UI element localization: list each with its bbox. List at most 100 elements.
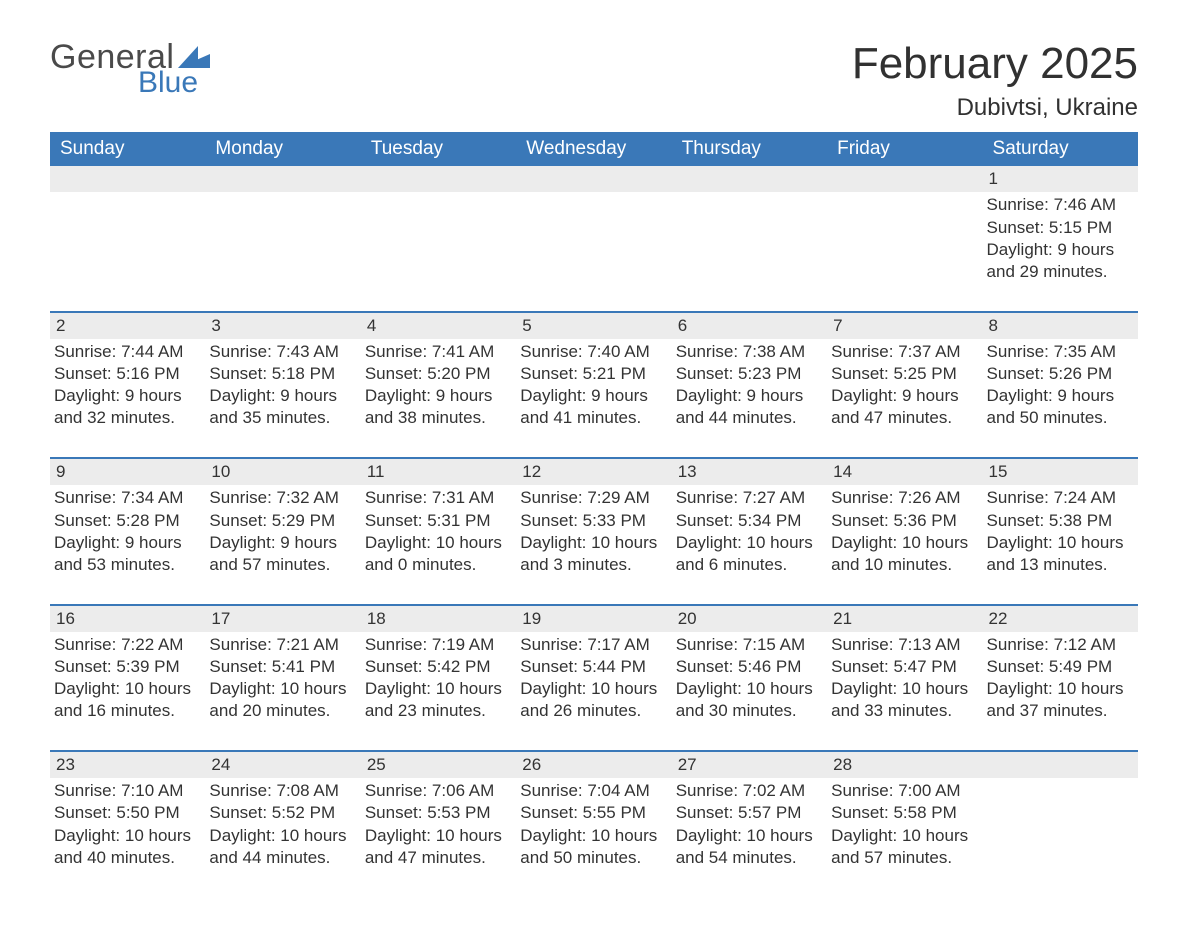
day-number: 3 bbox=[205, 312, 360, 339]
day-number: 8 bbox=[983, 312, 1138, 339]
day-cell-body: Sunrise: 7:44 AMSunset: 5:16 PMDaylight:… bbox=[52, 339, 203, 429]
day-number: 2 bbox=[50, 312, 205, 339]
sunrise-text: Sunrise: 7:17 AM bbox=[520, 634, 667, 656]
day-cell bbox=[827, 192, 982, 311]
day-number: 10 bbox=[205, 458, 360, 485]
month-title: February 2025 bbox=[852, 40, 1138, 88]
sunrise-text: Sunrise: 7:12 AM bbox=[987, 634, 1134, 656]
day-cell: Sunrise: 7:19 AMSunset: 5:42 PMDaylight:… bbox=[361, 632, 516, 751]
day-number: 14 bbox=[827, 458, 982, 485]
daylight-line1: Daylight: 10 hours bbox=[54, 678, 201, 700]
day-cell: Sunrise: 7:08 AMSunset: 5:52 PMDaylight:… bbox=[205, 778, 360, 896]
day-cell bbox=[516, 192, 671, 311]
day-cell-body: Sunrise: 7:26 AMSunset: 5:36 PMDaylight:… bbox=[829, 485, 980, 575]
daylight-line1: Daylight: 10 hours bbox=[365, 825, 512, 847]
day-cell-body: Sunrise: 7:37 AMSunset: 5:25 PMDaylight:… bbox=[829, 339, 980, 429]
daylight-line2: and 54 minutes. bbox=[676, 847, 823, 869]
day-cell: Sunrise: 7:15 AMSunset: 5:46 PMDaylight:… bbox=[672, 632, 827, 751]
sunset-text: Sunset: 5:26 PM bbox=[987, 363, 1134, 385]
day-cell bbox=[205, 192, 360, 311]
calendar-head: SundayMondayTuesdayWednesdayThursdayFrid… bbox=[50, 132, 1138, 166]
day-cell-body: Sunrise: 7:15 AMSunset: 5:46 PMDaylight:… bbox=[674, 632, 825, 722]
sunset-text: Sunset: 5:46 PM bbox=[676, 656, 823, 678]
day-cell: Sunrise: 7:22 AMSunset: 5:39 PMDaylight:… bbox=[50, 632, 205, 751]
sunrise-text: Sunrise: 7:32 AM bbox=[209, 487, 356, 509]
day-number: 19 bbox=[516, 605, 671, 632]
sunset-text: Sunset: 5:28 PM bbox=[54, 510, 201, 532]
week-row: Sunrise: 7:44 AMSunset: 5:16 PMDaylight:… bbox=[50, 339, 1138, 458]
title-block: February 2025 Dubivtsi, Ukraine bbox=[852, 40, 1138, 122]
day-number bbox=[983, 751, 1138, 778]
sunrise-text: Sunrise: 7:24 AM bbox=[987, 487, 1134, 509]
sunset-text: Sunset: 5:57 PM bbox=[676, 802, 823, 824]
sunset-text: Sunset: 5:16 PM bbox=[54, 363, 201, 385]
day-cell-body: Sunrise: 7:43 AMSunset: 5:18 PMDaylight:… bbox=[207, 339, 358, 429]
week-row: Sunrise: 7:10 AMSunset: 5:50 PMDaylight:… bbox=[50, 778, 1138, 896]
sunset-text: Sunset: 5:53 PM bbox=[365, 802, 512, 824]
daylight-line1: Daylight: 9 hours bbox=[209, 385, 356, 407]
day-cell-body: Sunrise: 7:41 AMSunset: 5:20 PMDaylight:… bbox=[363, 339, 514, 429]
day-cell: Sunrise: 7:32 AMSunset: 5:29 PMDaylight:… bbox=[205, 485, 360, 604]
day-number: 27 bbox=[672, 751, 827, 778]
daylight-line2: and 33 minutes. bbox=[831, 700, 978, 722]
day-cell-body: Sunrise: 7:19 AMSunset: 5:42 PMDaylight:… bbox=[363, 632, 514, 722]
daylight-line2: and 53 minutes. bbox=[54, 554, 201, 576]
week-row: Sunrise: 7:34 AMSunset: 5:28 PMDaylight:… bbox=[50, 485, 1138, 604]
day-cell-body: Sunrise: 7:34 AMSunset: 5:28 PMDaylight:… bbox=[52, 485, 203, 575]
sunset-text: Sunset: 5:33 PM bbox=[520, 510, 667, 532]
sunset-text: Sunset: 5:44 PM bbox=[520, 656, 667, 678]
daylight-line2: and 50 minutes. bbox=[987, 407, 1134, 429]
daynum-row: 16171819202122 bbox=[50, 605, 1138, 632]
daylight-line1: Daylight: 10 hours bbox=[54, 825, 201, 847]
sunrise-text: Sunrise: 7:37 AM bbox=[831, 341, 978, 363]
daylight-line1: Daylight: 9 hours bbox=[831, 385, 978, 407]
day-cell bbox=[672, 192, 827, 311]
day-cell bbox=[361, 192, 516, 311]
day-cell: Sunrise: 7:27 AMSunset: 5:34 PMDaylight:… bbox=[672, 485, 827, 604]
day-cell: Sunrise: 7:43 AMSunset: 5:18 PMDaylight:… bbox=[205, 339, 360, 458]
sunset-text: Sunset: 5:38 PM bbox=[987, 510, 1134, 532]
day-cell: Sunrise: 7:12 AMSunset: 5:49 PMDaylight:… bbox=[983, 632, 1138, 751]
daylight-line1: Daylight: 9 hours bbox=[54, 532, 201, 554]
sunrise-text: Sunrise: 7:40 AM bbox=[520, 341, 667, 363]
day-number: 23 bbox=[50, 751, 205, 778]
daylight-line2: and 3 minutes. bbox=[520, 554, 667, 576]
daylight-line1: Daylight: 9 hours bbox=[520, 385, 667, 407]
sunset-text: Sunset: 5:20 PM bbox=[365, 363, 512, 385]
day-number: 9 bbox=[50, 458, 205, 485]
daylight-line1: Daylight: 10 hours bbox=[676, 825, 823, 847]
day-cell: Sunrise: 7:21 AMSunset: 5:41 PMDaylight:… bbox=[205, 632, 360, 751]
sunset-text: Sunset: 5:42 PM bbox=[365, 656, 512, 678]
sunrise-text: Sunrise: 7:27 AM bbox=[676, 487, 823, 509]
sunset-text: Sunset: 5:49 PM bbox=[987, 656, 1134, 678]
sunrise-text: Sunrise: 7:00 AM bbox=[831, 780, 978, 802]
sunrise-text: Sunrise: 7:02 AM bbox=[676, 780, 823, 802]
week-row: Sunrise: 7:46 AMSunset: 5:15 PMDaylight:… bbox=[50, 192, 1138, 311]
day-cell-body: Sunrise: 7:38 AMSunset: 5:23 PMDaylight:… bbox=[674, 339, 825, 429]
day-number bbox=[672, 166, 827, 192]
sunset-text: Sunset: 5:39 PM bbox=[54, 656, 201, 678]
daylight-line2: and 44 minutes. bbox=[209, 847, 356, 869]
daylight-line1: Daylight: 10 hours bbox=[831, 825, 978, 847]
sunrise-text: Sunrise: 7:06 AM bbox=[365, 780, 512, 802]
sunset-text: Sunset: 5:50 PM bbox=[54, 802, 201, 824]
day-number bbox=[205, 166, 360, 192]
day-cell-body: Sunrise: 7:21 AMSunset: 5:41 PMDaylight:… bbox=[207, 632, 358, 722]
daylight-line2: and 23 minutes. bbox=[365, 700, 512, 722]
day-number: 24 bbox=[205, 751, 360, 778]
day-cell bbox=[983, 778, 1138, 896]
sunrise-text: Sunrise: 7:31 AM bbox=[365, 487, 512, 509]
day-cell-body: Sunrise: 7:00 AMSunset: 5:58 PMDaylight:… bbox=[829, 778, 980, 868]
daylight-line1: Daylight: 10 hours bbox=[831, 532, 978, 554]
daylight-line2: and 29 minutes. bbox=[987, 261, 1134, 283]
day-cell: Sunrise: 7:29 AMSunset: 5:33 PMDaylight:… bbox=[516, 485, 671, 604]
weekday-header: Friday bbox=[827, 132, 982, 166]
daylight-line1: Daylight: 10 hours bbox=[209, 678, 356, 700]
sunrise-text: Sunrise: 7:35 AM bbox=[987, 341, 1134, 363]
daylight-line2: and 57 minutes. bbox=[209, 554, 356, 576]
calendar-table: SundayMondayTuesdayWednesdayThursdayFrid… bbox=[50, 132, 1138, 896]
sunset-text: Sunset: 5:41 PM bbox=[209, 656, 356, 678]
daylight-line1: Daylight: 10 hours bbox=[365, 678, 512, 700]
day-cell-body: Sunrise: 7:40 AMSunset: 5:21 PMDaylight:… bbox=[518, 339, 669, 429]
daylight-line2: and 37 minutes. bbox=[987, 700, 1134, 722]
